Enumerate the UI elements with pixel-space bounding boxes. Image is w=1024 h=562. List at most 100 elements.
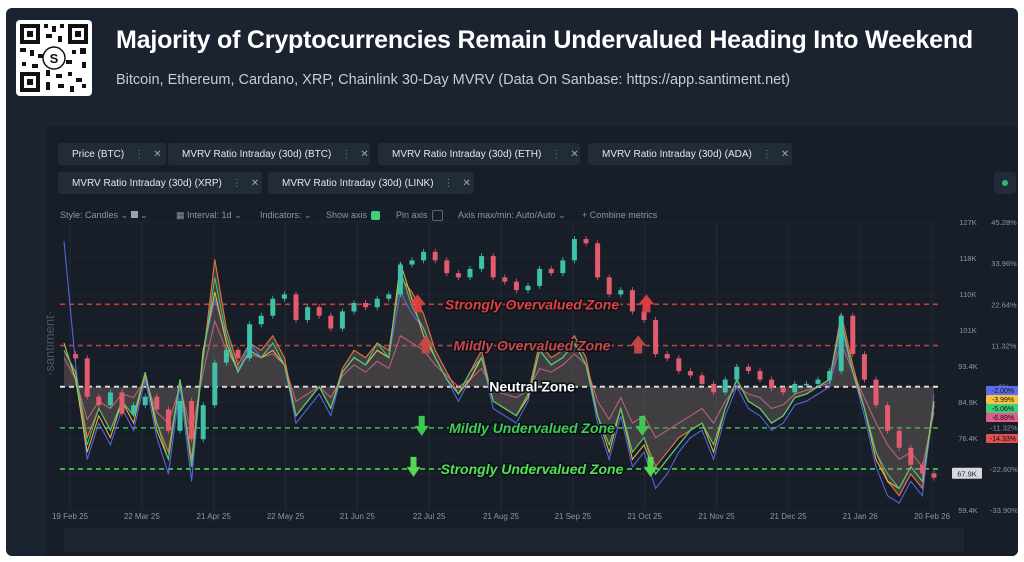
arrow-up-icon <box>417 335 434 354</box>
price-candle <box>861 354 867 380</box>
price-candle <box>560 260 566 274</box>
price-candle <box>827 371 833 380</box>
metric-chip-mvrv-link[interactable]: MVRV Ratio Intraday (30d) (LINK) ⋮ ✕ <box>268 172 474 194</box>
more-icon[interactable]: ⋮ <box>231 177 243 189</box>
pin-axis-label: Pin axis <box>396 210 428 220</box>
price-tick-label: 110K <box>960 290 977 299</box>
mvrv-line <box>63 319 935 468</box>
price-candle <box>815 379 821 384</box>
price-candle <box>444 260 450 274</box>
combine-metrics-button[interactable]: + Combine metrics <box>582 210 658 220</box>
price-candle <box>270 298 276 316</box>
x-tick-label: 21 Aug 25 <box>483 512 520 521</box>
chart-panel: Price (BTC) ⋮ ✕ MVRV Ratio Intraday (30d… <box>46 126 1018 556</box>
close-icon[interactable]: ✕ <box>570 148 579 160</box>
mvrv-tick-label: 33.96% <box>991 259 1017 268</box>
metric-chip-mvrv-ada[interactable]: MVRV Ratio Intraday (30d) (ADA) ⋮ ✕ <box>588 143 792 165</box>
x-tick-label: 21 Apr 25 <box>197 512 232 521</box>
price-candle <box>455 273 461 278</box>
price-candle <box>177 400 183 431</box>
price-candle <box>641 311 647 320</box>
price-candle <box>328 315 334 329</box>
axis-maxmin-select[interactable]: Axis max/min: Auto/Auto ⌄ <box>458 210 566 221</box>
show-axis-toggle[interactable]: Show axis <box>326 210 381 221</box>
metric-chip-label: MVRV Ratio Intraday (30d) (XRP) <box>72 177 222 189</box>
price-candle <box>629 290 635 312</box>
metric-chip-mvrv-btc[interactable]: MVRV Ratio Intraday (30d) (BTC) ⋮ ✕ <box>168 143 370 165</box>
mvrv-axis: 45.28%33.96%22.64%11.32%0%-11.32%-22.60%… <box>990 218 1018 515</box>
price-candle <box>792 383 798 393</box>
current-value-badge <box>986 412 1018 422</box>
more-icon[interactable]: ⋮ <box>761 148 773 160</box>
price-candle <box>107 392 113 406</box>
qr-code[interactable]: S <box>16 20 92 96</box>
more-icon[interactable]: ⋮ <box>134 148 146 160</box>
zone-label: Strongly Undervalued Zone <box>441 461 624 477</box>
price-candle <box>96 396 102 406</box>
price-tick-label: 93.4K <box>958 362 978 371</box>
metric-chip-mvrv-xrp[interactable]: MVRV Ratio Intraday (30d) (XRP) ⋮ ✕ <box>58 172 262 194</box>
mvrv-series-lines <box>63 241 935 504</box>
indicators-select[interactable]: Indicators: ⌄ <box>260 210 312 221</box>
style-select[interactable]: Style: Candles ⌄ ⌄ <box>60 210 148 221</box>
close-icon[interactable]: ✕ <box>250 177 260 189</box>
current-value-badge <box>986 385 1018 395</box>
pin-axis-toggle[interactable]: Pin axis <box>396 210 443 222</box>
calendar-icon: ▦ <box>176 210 185 220</box>
mvrv-tick-label: 45.28% <box>991 218 1017 227</box>
price-candle <box>258 315 264 325</box>
x-tick-label: 21 Jun 25 <box>340 512 376 521</box>
current-value-badge <box>986 394 1018 404</box>
price-candle <box>200 405 206 440</box>
zone-labels: Strongly Overvalued Zone Mildly Overvalue… <box>406 294 658 478</box>
price-candle <box>479 256 485 269</box>
x-tick-label: 22 Mar 25 <box>124 512 161 521</box>
price-candle <box>780 388 786 393</box>
price-candle <box>699 375 705 384</box>
axis-maxmin-label: Axis max/min: Auto/Auto <box>458 210 556 220</box>
arrow-down-icon <box>414 415 429 436</box>
checkbox-icon[interactable] <box>431 210 443 222</box>
close-icon[interactable]: ✕ <box>360 148 369 160</box>
navigator-bar[interactable] <box>64 528 964 552</box>
price-candle <box>165 409 171 431</box>
page-subtitle: Bitcoin, Ethereum, Cardano, XRP, Chainli… <box>116 72 791 88</box>
price-candle <box>73 354 79 359</box>
metric-chip-label: MVRV Ratio Intraday (30d) (ADA) <box>602 148 752 160</box>
current-value-label: -5.06% <box>992 406 1014 413</box>
price-candle <box>421 251 427 261</box>
price-candle <box>734 366 740 380</box>
price-tick-label: 127K <box>959 218 977 227</box>
price-candle <box>653 319 659 355</box>
x-tick-label: 21 Jan 26 <box>843 512 879 521</box>
status-toggle-button[interactable] <box>994 172 1016 194</box>
arrow-down-icon <box>406 456 421 477</box>
checkbox-checked-icon[interactable] <box>371 211 381 221</box>
more-icon[interactable]: ⋮ <box>551 148 563 160</box>
svg-text:S: S <box>50 51 59 66</box>
price-candle <box>595 243 601 278</box>
mvrv-chart: ·santiment· Strongly Overvalued Zone Mild… <box>46 218 1018 552</box>
close-icon[interactable]: ✕ <box>462 177 471 189</box>
metric-chip-price[interactable]: Price (BTC) ⋮ ✕ <box>58 143 166 165</box>
more-icon[interactable]: ⋮ <box>443 177 455 189</box>
current-value-badge <box>986 433 1018 443</box>
close-icon[interactable]: ✕ <box>153 148 162 160</box>
interval-select[interactable]: ▦ Interval: 1d ⌄ <box>176 210 242 221</box>
price-candle <box>885 405 891 431</box>
more-icon[interactable]: ⋮ <box>341 148 353 160</box>
current-value-badges: -2.00% -3.99% -5.06% -6.89% -14.33% <box>986 385 1018 443</box>
price-candle <box>142 396 148 406</box>
mvrv-line <box>63 270 935 490</box>
current-value-label: -2.00% <box>992 388 1014 395</box>
price-candle <box>154 396 160 410</box>
x-axis: 19 Feb 25 22 Mar 25 21 Apr 25 22 May 25 21 J… <box>52 512 951 521</box>
price-candle <box>525 285 531 291</box>
metric-chip-mvrv-eth[interactable]: MVRV Ratio Intraday (30d) (ETH) ⋮ ✕ <box>378 143 580 165</box>
current-price-badge <box>952 467 982 479</box>
price-candle <box>316 307 322 316</box>
close-icon[interactable]: ✕ <box>780 148 790 160</box>
price-candle <box>212 362 218 406</box>
x-tick-label: 21 Dec 25 <box>770 512 807 521</box>
current-value-label: -6.89% <box>992 415 1014 422</box>
